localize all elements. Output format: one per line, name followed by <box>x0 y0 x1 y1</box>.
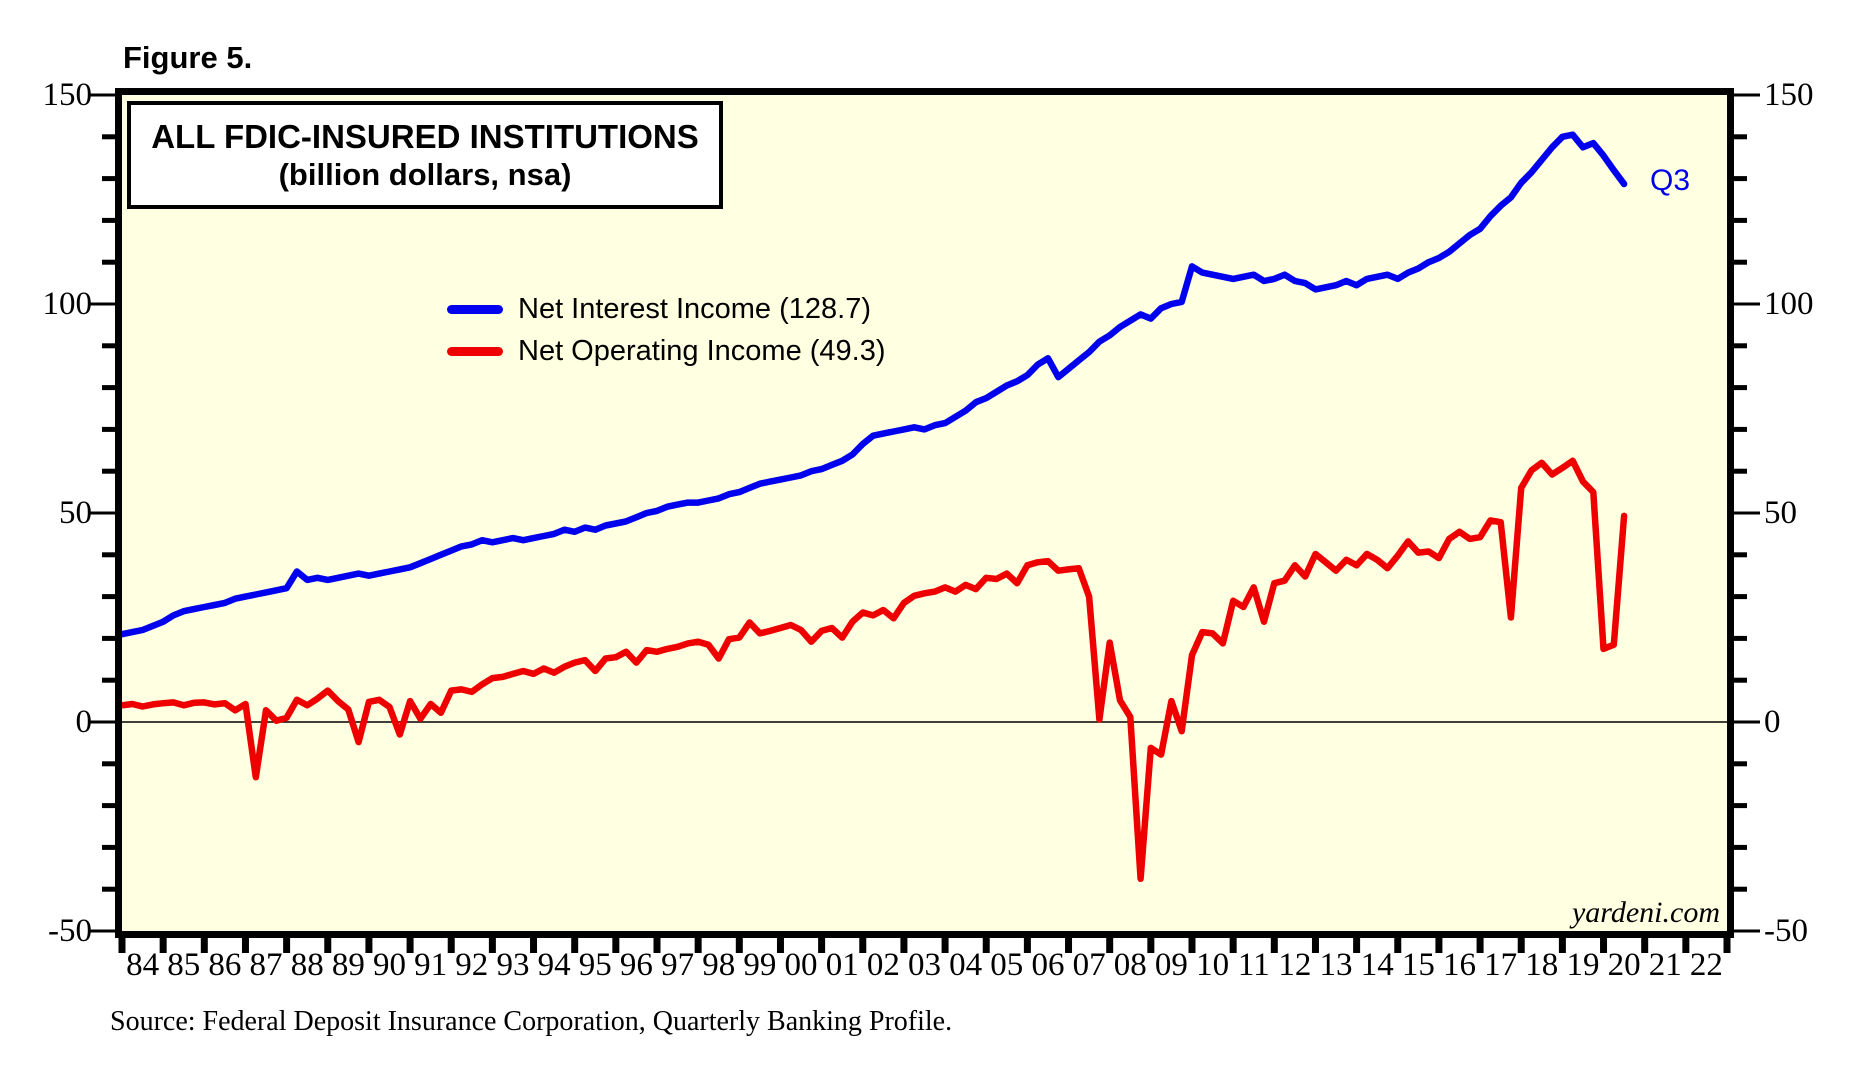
series-net-interest-income <box>118 131 1628 638</box>
y-axis-tick-label-left: -50 <box>48 913 92 949</box>
x-axis-tick-label: 17 <box>1484 947 1518 983</box>
chart-title: ALL FDIC-INSURED INSTITUTIONS <box>151 118 699 155</box>
chart-subtitle: (billion dollars, nsa) <box>278 157 572 192</box>
x-axis-tick-label: 06 <box>1031 947 1065 983</box>
y-axis-tick-label-right: -50 <box>1764 913 1808 949</box>
x-axis-tick-label: 02 <box>866 947 900 983</box>
figure-label: Figure 5. <box>123 40 253 75</box>
series-net-operating-income <box>118 457 1628 883</box>
legend-label: Net Interest Income (128.7) <box>518 292 871 325</box>
watermark-yardeni: yardeni.com <box>1571 896 1720 929</box>
x-axis-tick-label: 98 <box>702 947 736 983</box>
chart-title-box: ALL FDIC-INSURED INSTITUTIONS (billion d… <box>127 101 723 209</box>
legend-item-net-operating-income: Net Operating Income (49.3) <box>447 330 886 372</box>
y-axis-tick-label-left: 50 <box>59 495 92 531</box>
y-axis-tick-label-right: 150 <box>1764 77 1814 113</box>
y-axis-tick-label-right: 0 <box>1764 704 1781 740</box>
x-axis-tick-label: 09 <box>1154 947 1188 983</box>
x-axis-tick-label: 84 <box>126 947 160 983</box>
x-axis-tick-label: 08 <box>1113 947 1147 983</box>
y-axis-tick-label-right: 50 <box>1764 495 1797 531</box>
x-axis-tick-label: 13 <box>1319 947 1353 983</box>
x-axis-tick-label: 20 <box>1607 947 1641 983</box>
x-axis-tick-label: 16 <box>1443 947 1476 983</box>
x-axis-tick-label: 03 <box>908 947 941 983</box>
x-axis-tick-label: 00 <box>784 947 818 983</box>
x-axis-tick-label: 99 <box>743 947 777 983</box>
legend-swatch-red-line <box>447 346 503 356</box>
x-axis-tick-label: 87 <box>249 947 283 983</box>
y-axis-tick-label-left: 0 <box>75 704 93 740</box>
x-axis-tick-label: 95 <box>578 947 612 983</box>
legend-label: Net Operating Income (49.3) <box>518 334 886 367</box>
x-axis-tick-label: 18 <box>1525 947 1559 983</box>
y-axis-tick-label-left: 150 <box>42 77 93 113</box>
x-axis-tick-label: 12 <box>1278 947 1312 983</box>
x-axis-tick-label: 90 <box>373 947 406 983</box>
x-axis-tick-label: 89 <box>331 947 365 983</box>
x-axis-tick-label: 11 <box>1237 947 1270 983</box>
y-axis-tick-label-right: 100 <box>1764 286 1814 322</box>
x-axis-tick-label: 21 <box>1648 947 1682 983</box>
x-axis-tick-label: 91 <box>414 947 448 983</box>
plot-border <box>115 88 1734 938</box>
x-axis-tick-label: 92 <box>455 947 489 983</box>
x-axis-tick-label: 96 <box>619 947 653 983</box>
x-axis-tick-label: 88 <box>290 947 324 983</box>
x-axis-tick-label: 07 <box>1072 947 1106 983</box>
x-axis-tick-label: 15 <box>1401 947 1435 983</box>
x-axis-tick-label: 86 <box>208 947 242 983</box>
x-axis-tick-label: 85 <box>167 947 201 983</box>
source-note: Source: Federal Deposit Insurance Corpor… <box>110 1006 953 1037</box>
x-axis-tick-label: 19 <box>1566 947 1600 983</box>
legend: Net Interest Income (128.7) Net Operatin… <box>447 288 886 372</box>
x-axis-tick-label: 05 <box>990 947 1024 983</box>
plot-background <box>119 92 1730 934</box>
x-axis-tick-label: 22 <box>1689 947 1723 983</box>
x-axis-tick-label: 01 <box>825 947 859 983</box>
x-axis-tick-label: 94 <box>537 947 571 983</box>
y-axis-tick-label-left: 100 <box>42 286 93 322</box>
x-axis-tick-label: 04 <box>949 947 983 983</box>
x-axis-tick-label: 97 <box>661 947 695 983</box>
x-axis-tick-label: 14 <box>1360 947 1394 983</box>
x-axis-tick-label: 10 <box>1196 947 1230 983</box>
x-axis-tick-label: 93 <box>496 947 530 983</box>
q3-annotation: Q3 <box>1650 164 1691 197</box>
legend-item-net-interest-income: Net Interest Income (128.7) <box>447 288 886 330</box>
legend-swatch-blue-line <box>447 304 503 314</box>
